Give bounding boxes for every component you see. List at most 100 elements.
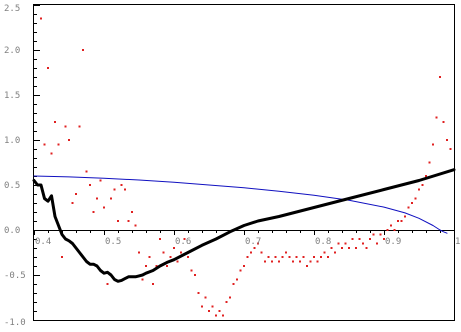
- scatter-point: [397, 220, 399, 222]
- scatter-point: [344, 242, 347, 245]
- scatter-point: [358, 238, 361, 240]
- scatter-point: [274, 256, 277, 258]
- scatter-point: [40, 17, 42, 20]
- scatter-point: [131, 211, 133, 213]
- scatter-point: [313, 256, 315, 258]
- y-tick-label: 1.5: [4, 91, 20, 101]
- y-tick-label: 2.5: [4, 4, 20, 14]
- scatter-point: [278, 260, 280, 263]
- scatter-point: [61, 256, 63, 258]
- scatter-point: [428, 161, 431, 164]
- scatter-point: [351, 238, 354, 240]
- y-tick-label: 0.0: [4, 226, 20, 236]
- scatter-point: [187, 256, 189, 258]
- scatter-point: [113, 188, 116, 191]
- scatter-point: [176, 260, 179, 263]
- scatter-point: [369, 238, 371, 240]
- scatter-point: [138, 251, 140, 254]
- scatter-point: [425, 175, 427, 177]
- scatter-point: [379, 233, 382, 236]
- scatter-point: [432, 143, 434, 146]
- scatter-point: [211, 305, 214, 308]
- scatter-point: [386, 229, 389, 231]
- scatter-point: [236, 278, 238, 281]
- scatter-point: [299, 260, 301, 263]
- y-tick-label: 0.5: [4, 181, 20, 191]
- scatter-point: [390, 224, 392, 227]
- scatter-point: [243, 265, 245, 267]
- scatter-point: [183, 238, 186, 240]
- scatter-point: [327, 256, 329, 258]
- scatter-point: [47, 67, 49, 69]
- scatter-point: [215, 314, 217, 317]
- tick-labels-group: 0.4 0.5 0.6 0.7 0.8 0.9 1.0 -1.0 -0.5 0.0 0.5 1.0 1.…: [4, 4, 461, 328]
- scatter-point: [124, 188, 126, 191]
- scatter-point: [414, 197, 417, 200]
- scatter-point: [295, 256, 298, 258]
- y-tick-label: -0.5: [4, 271, 26, 281]
- scatter-point: [54, 121, 56, 123]
- axes-group: [34, 5, 455, 321]
- scatter-point: [78, 125, 81, 128]
- scatter-point: [57, 143, 60, 146]
- scatter-point: [421, 184, 424, 186]
- scatter-point: [337, 242, 340, 245]
- scatter-point: [159, 238, 161, 240]
- scatter-point: [418, 188, 420, 191]
- scatter-point: [162, 251, 165, 254]
- scatter-point: [411, 202, 413, 204]
- y-tick-label: 1.0: [4, 136, 20, 146]
- scatter-point: [404, 215, 406, 218]
- scatter-point: [442, 121, 445, 123]
- x-tick-label: 0.5: [105, 237, 121, 247]
- scatter-point: [85, 170, 88, 173]
- scatter-point: [435, 116, 438, 119]
- scatter-point: [376, 242, 378, 245]
- scatter-point: [155, 265, 158, 267]
- scatter-point: [334, 251, 336, 254]
- scatter-point: [148, 256, 151, 258]
- scatter-point: [96, 197, 98, 200]
- scatter-point: [43, 143, 46, 146]
- x-tick-label: 0.4: [35, 237, 51, 247]
- scatter-point: [365, 247, 368, 249]
- thick-line-series: [32, 168, 456, 283]
- x-tick-label: 0.6: [175, 237, 191, 247]
- x-tick-label: 1.0: [455, 237, 461, 247]
- scatter-point: [302, 256, 305, 258]
- scatter-point: [127, 220, 130, 222]
- scatter-point: [320, 256, 322, 258]
- scatter-point: [141, 278, 144, 281]
- scatter-point: [218, 310, 221, 312]
- scatter-point: [68, 139, 70, 141]
- scatter-point: [232, 283, 235, 285]
- series-red-scatter: [40, 17, 452, 317]
- scatter-point: [250, 251, 252, 254]
- scatter-point: [197, 292, 200, 294]
- series-black-line: [32, 168, 456, 283]
- scatter-point: [64, 125, 67, 128]
- scatter-point: [110, 197, 112, 200]
- scatter-point: [446, 139, 448, 141]
- scatter-point: [92, 211, 95, 213]
- scatter-point: [316, 260, 319, 263]
- scatter-point: [134, 224, 137, 227]
- scatter-point: [239, 269, 242, 272]
- plot-frame: [33, 4, 455, 321]
- scatter-point: [267, 256, 270, 258]
- y-tick-label: -1.0: [4, 318, 26, 328]
- scatter-point: [103, 206, 105, 209]
- scatter-point: [257, 242, 259, 245]
- scatter-point: [229, 296, 231, 299]
- scatter-point: [439, 76, 441, 78]
- scatter-point: [166, 265, 168, 267]
- scatter-point: [194, 274, 196, 276]
- scatter-point: [75, 193, 77, 195]
- scatter-point: [285, 251, 287, 254]
- y-tick-label: 2.0: [4, 46, 20, 56]
- scatter-point: [222, 314, 224, 317]
- scatter-point: [281, 256, 284, 258]
- scatter-point: [449, 148, 452, 150]
- scatter-point: [253, 247, 256, 249]
